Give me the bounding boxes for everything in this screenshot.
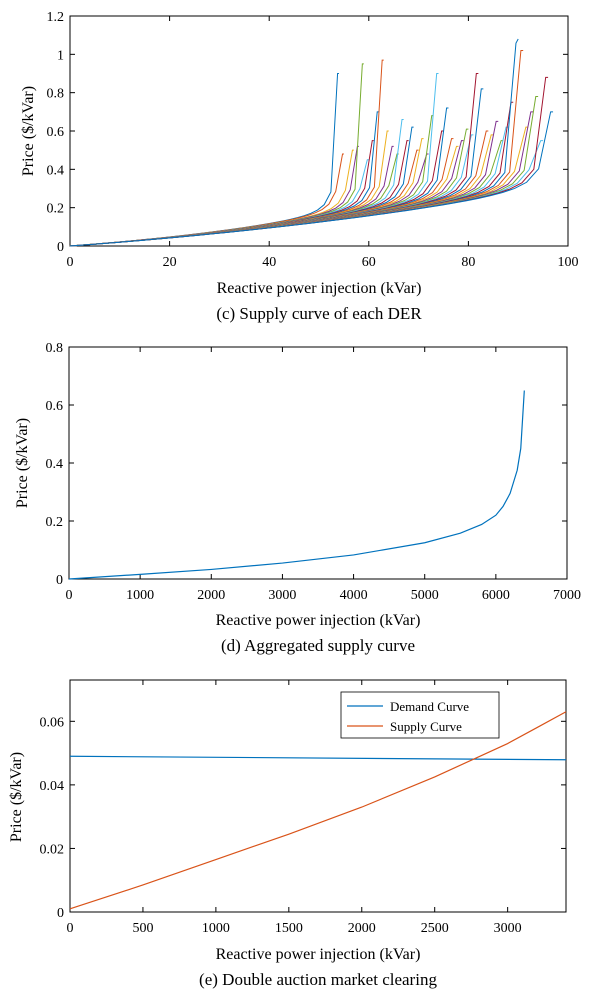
x-tick-label: 1000 [126, 588, 154, 603]
axis-ticks-c: 0 20 40 60 80 100 0 0.2 0.4 0.6 0.8 1 1.2 [47, 10, 579, 270]
x-tick-label: 0 [66, 588, 73, 603]
x-tick-label: 60 [362, 255, 376, 270]
x-tick-label: 7000 [553, 588, 581, 603]
y-tick-label: 0.6 [46, 399, 64, 414]
y-tick-label: 0.8 [47, 87, 65, 102]
x-axis-label-c: Reactive power injection (kVar) [217, 280, 422, 297]
y-tick-label: 0 [57, 906, 64, 921]
x-tick-label: 3000 [494, 921, 522, 936]
x-tick-label: 0 [67, 921, 74, 936]
der-supply-curve [69, 145, 359, 247]
x-tick-label: 6000 [482, 588, 510, 603]
y-tick-label: 0 [56, 573, 63, 588]
der-supply-curve [69, 111, 554, 247]
x-tick-label: 4000 [340, 588, 368, 603]
legend-box [340, 691, 500, 739]
der-supply-curve [69, 119, 404, 247]
der-supply-curve [69, 111, 534, 247]
y-tick-label: 1.2 [47, 10, 65, 25]
y-tick-label: 0.4 [46, 457, 64, 472]
x-tick-label: 1000 [202, 921, 230, 936]
series-line-demand-curve [69, 755, 567, 761]
x-tick-label: 100 [558, 255, 579, 270]
y-axis-label-e: Price ($/kVar) [8, 752, 25, 842]
caption-e: (e) Double auction market clearing [199, 970, 437, 989]
x-axis-label-d: Reactive power injection (kVar) [216, 612, 421, 629]
y-tick-label: 0.04 [40, 779, 65, 794]
der-supply-curve [69, 126, 509, 247]
y-tick-label: 1 [57, 48, 64, 63]
axis-ticks-d: 0 1000 2000 3000 4000 5000 6000 7000 0 0.2 0.4 0.6 0… [46, 341, 582, 603]
series-line-supply-curve [69, 711, 567, 910]
der-supply-curve [69, 138, 454, 247]
x-tick-label: 80 [461, 255, 475, 270]
x-axis-label-e: Reactive power injection (kVar) [216, 946, 421, 963]
panel-double-auction-market-clearing: 0 500 1000 1500 2000 2500 3000 0 0.02 0.04 0.06 De… [8, 679, 567, 989]
plot-area-d [68, 346, 568, 580]
y-tick-label: 0 [57, 240, 64, 255]
x-tick-label: 40 [262, 255, 276, 270]
x-tick-label: 500 [132, 921, 153, 936]
panel-supply-curve-each-der: 0 20 40 60 80 100 0 0.2 0.4 0.6 0.8 1 1.2 Reactive p… [20, 10, 579, 323]
x-tick-label: 1500 [275, 921, 303, 936]
y-tick-label: 0.06 [40, 715, 65, 730]
legend-label-supply: Supply Curve [390, 719, 462, 734]
y-axis-label-d: Price ($/kVar) [14, 418, 31, 508]
y-tick-label: 0.02 [40, 842, 65, 857]
x-tick-label: 2000 [197, 588, 225, 603]
x-tick-label: 5000 [411, 588, 439, 603]
series-layer-c [69, 38, 554, 247]
der-supply-curve [69, 101, 514, 247]
x-tick-label: 2500 [421, 921, 449, 936]
der-supply-curve [69, 111, 379, 247]
caption-d: (d) Aggregated supply curve [221, 636, 415, 655]
y-tick-label: 0.6 [47, 125, 65, 140]
axis-ticks-e: 0 500 1000 1500 2000 2500 3000 0 0.02 0.04 0.06 [40, 680, 566, 936]
x-tick-label: 2000 [348, 921, 376, 936]
der-supply-curve [69, 130, 389, 247]
series-line-0 [68, 390, 525, 580]
y-tick-label: 0.8 [46, 341, 64, 356]
y-tick-label: 0.2 [46, 515, 64, 530]
y-axis-label-c: Price ($/kVar) [20, 86, 37, 176]
y-tick-label: 0.4 [47, 163, 65, 178]
der-supply-curve [69, 153, 344, 247]
legend-label-demand: Demand Curve [390, 699, 469, 714]
x-tick-label: 20 [163, 255, 177, 270]
legend: Demand Curve Supply Curve [340, 691, 500, 739]
series-layer-d [68, 390, 525, 580]
der-supply-curve [69, 130, 489, 247]
series-layer-e [69, 711, 567, 910]
x-tick-label: 0 [67, 255, 74, 270]
der-supply-curve [69, 50, 524, 247]
y-tick-label: 0.2 [47, 202, 65, 217]
plot-area-e [69, 679, 567, 913]
der-supply-curve [69, 126, 529, 247]
panel-aggregated-supply-curve: 0 1000 2000 3000 4000 5000 6000 7000 0 0.2 0.4 0.6 0… [14, 341, 581, 655]
x-tick-label: 3000 [268, 588, 296, 603]
caption-c: (c) Supply curve of each DER [216, 304, 422, 323]
